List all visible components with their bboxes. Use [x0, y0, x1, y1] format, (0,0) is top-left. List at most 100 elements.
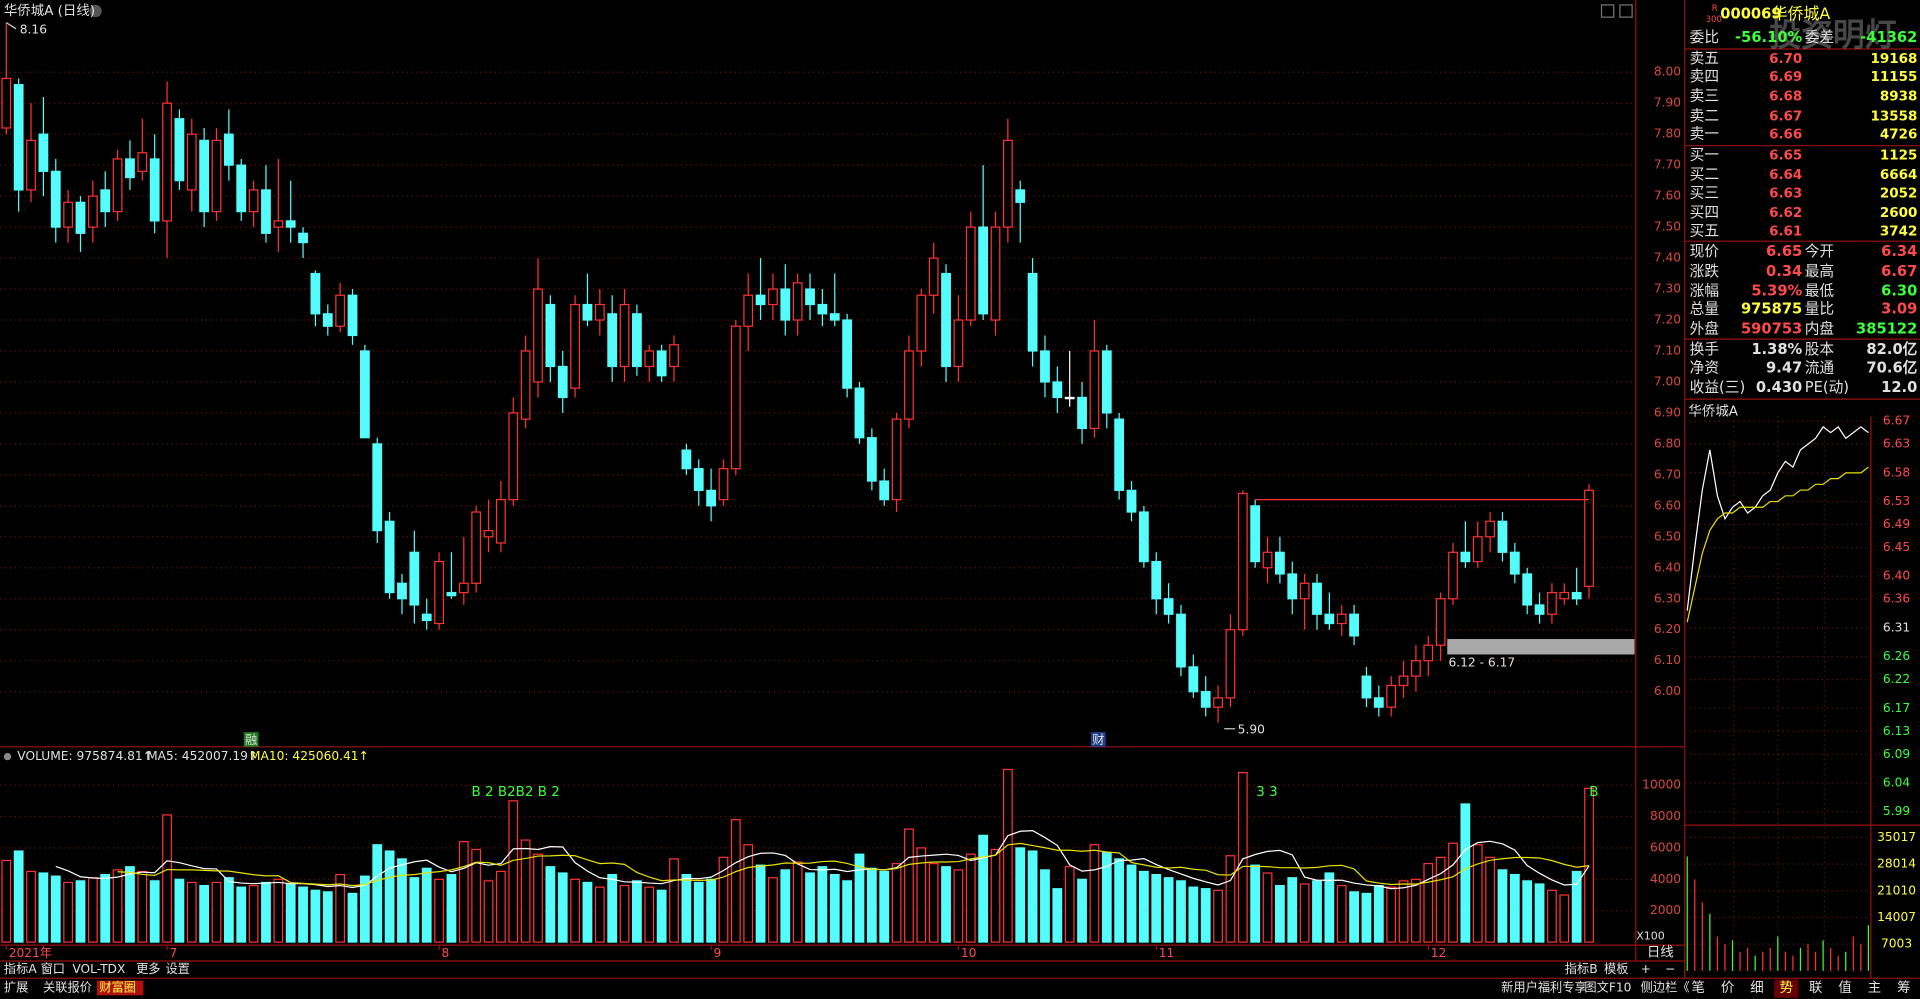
volume-bar — [125, 866, 135, 943]
volume-bar — [1373, 884, 1384, 943]
toolbar-item[interactable]: 指标B — [1565, 961, 1598, 976]
candle-body — [1287, 573, 1298, 600]
intraday-tick-label: 6.22 — [1883, 672, 1910, 686]
volume-bar — [1411, 878, 1421, 943]
volume-bar — [100, 873, 111, 943]
quote-cell: 70.6亿 — [1866, 359, 1917, 377]
volume-bar — [409, 877, 420, 943]
menu-icon[interactable] — [89, 4, 102, 18]
volume-bar — [1138, 870, 1149, 943]
candle-body — [458, 582, 469, 594]
candle-body — [570, 303, 580, 389]
quote-cell: -41362 — [1860, 29, 1917, 46]
tab[interactable]: 联 — [1809, 980, 1822, 996]
volume-bar — [656, 889, 667, 943]
intraday-tick-label: 5.99 — [1883, 804, 1910, 818]
toolbar-item[interactable]: 指标A — [4, 961, 37, 976]
period-tab[interactable]: 日线 — [1647, 944, 1674, 960]
volume-bar — [75, 880, 86, 943]
candle-body — [953, 319, 964, 368]
book-price: 6.64 — [1769, 168, 1802, 183]
candle-body — [174, 118, 185, 182]
toolbar-highlight — [96, 980, 144, 996]
volume-bar — [681, 873, 692, 943]
volume-bar — [805, 872, 815, 943]
volume-bar — [1077, 878, 1087, 943]
candle-body — [1460, 551, 1471, 563]
y-tick-label: 7.20 — [1654, 313, 1681, 327]
tab[interactable]: 值 — [1838, 980, 1851, 996]
tab[interactable]: 笔 — [1692, 980, 1705, 996]
candle-body — [75, 201, 86, 234]
candle-body — [619, 303, 630, 368]
y-tick-label: 7.50 — [1654, 220, 1681, 234]
quote-cell: 385122 — [1856, 320, 1917, 337]
tab[interactable]: 价 — [1721, 981, 1735, 996]
toolbar-item[interactable]: 财富圈 — [99, 979, 136, 994]
volume-bar — [1435, 856, 1446, 943]
volume-bar — [1324, 872, 1335, 943]
y-tick-label: 6.50 — [1654, 529, 1681, 543]
price-line — [1686, 426, 1869, 611]
tab[interactable]: 筹 — [1897, 979, 1910, 996]
intraday-tick-label: 6.58 — [1883, 465, 1910, 479]
layer: 6.00 6.10 6.20 6.30 6.40 6.50 6.60 6.70 6.80 6.90… — [0, 4, 1918, 998]
volume-bar — [1101, 852, 1112, 943]
window-icon[interactable] — [1619, 4, 1633, 18]
candle-body — [1534, 604, 1545, 615]
toolbar-item[interactable]: 窗口 — [41, 962, 65, 976]
toolbar-item[interactable]: 图文F10 — [1584, 979, 1631, 994]
quote-cell: 委比 — [1690, 29, 1719, 46]
book-label: 买一 — [1690, 146, 1720, 163]
volume-bar — [285, 883, 296, 943]
candle-body — [1151, 560, 1162, 600]
candle-body — [743, 294, 754, 327]
toolbar-item[interactable]: 模板 — [1604, 962, 1628, 976]
volume-header: MA5: 452007.19↑ — [147, 749, 258, 763]
quote-cell: 内盘 — [1805, 319, 1835, 337]
candle-body — [211, 139, 222, 213]
volume-bar — [718, 856, 729, 943]
candle-body — [632, 313, 642, 368]
candle-body — [199, 139, 210, 213]
toolbar-item[interactable]: 设置 — [165, 962, 189, 976]
toolbar-item[interactable]: − — [1665, 962, 1675, 976]
y-tick-label: 7.30 — [1654, 282, 1681, 296]
tab[interactable]: 细 — [1750, 980, 1763, 996]
candle-body — [347, 294, 358, 337]
quote-cell: 12.0 — [1881, 379, 1917, 396]
toolbar-item[interactable]: 新用户福利专享 — [1501, 979, 1587, 994]
badge: R — [1712, 4, 1718, 14]
tab[interactable]: 主 — [1868, 980, 1881, 996]
low-label: 5.90 — [1238, 722, 1265, 736]
candle-body — [1, 77, 12, 129]
book-volume: 3742 — [1880, 224, 1917, 239]
toolbar-item[interactable]: 扩展 — [4, 980, 28, 994]
toolbar-item[interactable]: 侧边栏《 — [1641, 979, 1690, 994]
volume-bar — [137, 870, 148, 943]
candle-body — [1336, 613, 1347, 625]
volume-bar — [1262, 872, 1273, 943]
toolbar-item[interactable]: 更多 — [136, 962, 160, 976]
candle-body — [644, 350, 655, 368]
toolbar-item[interactable]: VOL-TDX — [72, 962, 125, 976]
volume-bar — [1052, 888, 1063, 943]
candle-body — [693, 468, 704, 491]
tab[interactable]: 势 — [1780, 980, 1793, 996]
toolbar-item[interactable]: + — [1641, 962, 1651, 976]
candle-body — [829, 313, 840, 321]
high-pointer — [5, 22, 17, 30]
candle-body — [13, 84, 24, 191]
window-icon[interactable] — [1600, 4, 1615, 18]
volume-bar — [1040, 869, 1050, 943]
volume-bar — [644, 886, 655, 943]
intraday-tick-label: 6.17 — [1883, 701, 1910, 715]
candle-body — [322, 313, 333, 327]
volume-bar — [1522, 880, 1533, 943]
intraday-tick-label: 6.53 — [1883, 494, 1910, 508]
candle-body — [1398, 675, 1409, 687]
volume-bar — [1571, 870, 1582, 943]
toolbar-item[interactable]: 关联报价 — [43, 979, 92, 994]
candle-body — [706, 489, 717, 507]
volume-bar — [1114, 858, 1125, 943]
